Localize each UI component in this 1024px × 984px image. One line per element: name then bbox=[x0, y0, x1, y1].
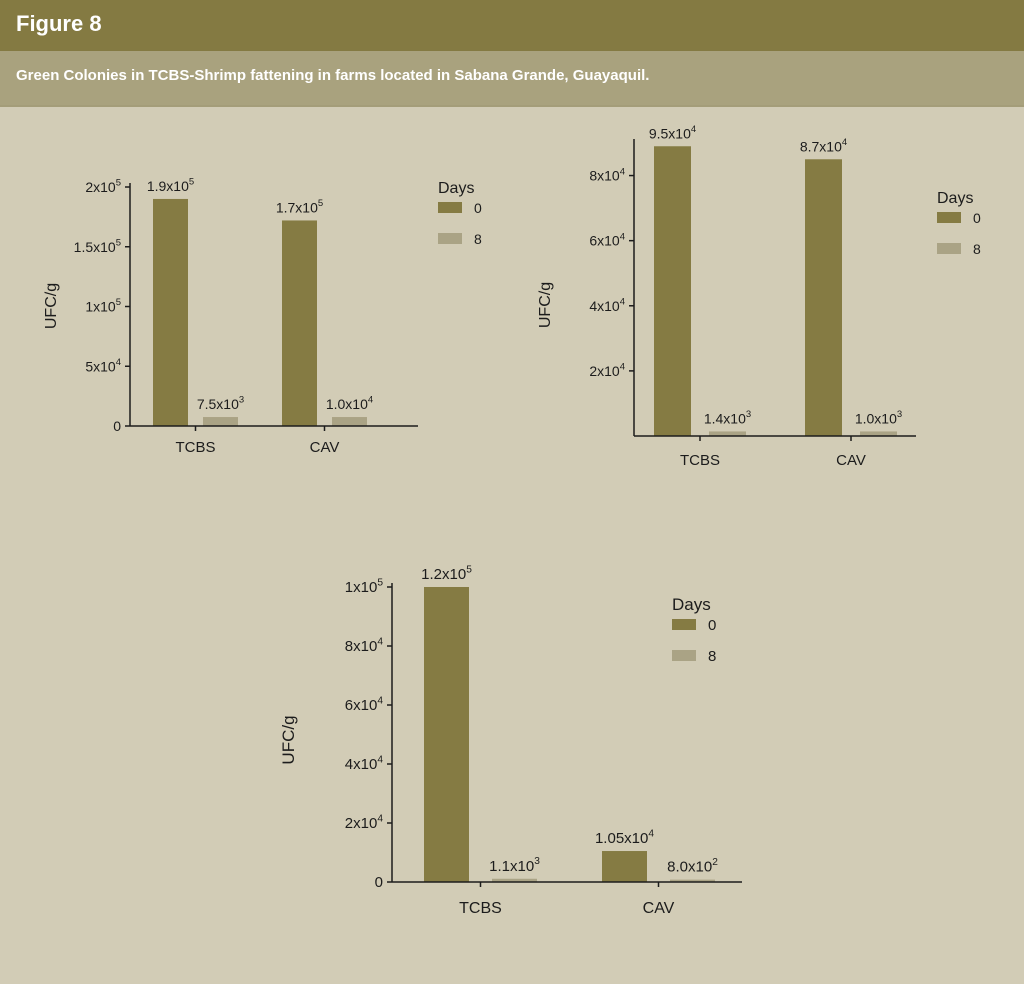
y-tick-label: 8x104 bbox=[589, 166, 625, 183]
x-tick-label-tcbs: TCBS bbox=[175, 439, 215, 456]
legend-label-day8: 8 bbox=[708, 648, 716, 665]
bar-cav-day8 bbox=[332, 417, 367, 426]
header-divider bbox=[0, 105, 1024, 107]
y-tick-label: 8x104 bbox=[345, 636, 384, 655]
bar-cav-day0 bbox=[282, 220, 317, 426]
y-tick-label: 5x104 bbox=[85, 357, 121, 374]
y-tick-label: 2x105 bbox=[85, 178, 121, 195]
legend-swatch-day0 bbox=[672, 619, 696, 630]
data-label-cav-day8: 1.0x103 bbox=[855, 409, 902, 426]
x-tick-label-cav: CAV bbox=[643, 900, 675, 917]
x-tick-label-tcbs: TCBS bbox=[680, 452, 720, 469]
legend-swatch-day8 bbox=[937, 243, 961, 254]
data-label-cav-day8: 8.0x102 bbox=[667, 857, 718, 876]
legend-label-day8: 8 bbox=[973, 241, 981, 257]
data-label-tcbs-day0: 1.2x105 bbox=[421, 564, 472, 583]
x-tick-label-tcbs: TCBS bbox=[459, 900, 502, 917]
bar-tcbs-day0 bbox=[424, 587, 469, 882]
bar-cav-day8 bbox=[670, 879, 715, 882]
bar-cav-day8 bbox=[860, 431, 897, 436]
bar-tcbs-day8 bbox=[203, 417, 238, 426]
legend-label-day8: 8 bbox=[474, 231, 482, 247]
y-tick-label: 0 bbox=[113, 418, 121, 434]
legend-title: Days bbox=[672, 595, 711, 614]
data-label-tcbs-day0: 1.9x105 bbox=[147, 177, 194, 194]
y-tick-label: 0 bbox=[375, 874, 383, 891]
x-tick-label-cav: CAV bbox=[310, 439, 340, 456]
y-tick-label: 1x105 bbox=[85, 297, 121, 314]
legend-label-day0: 0 bbox=[708, 617, 716, 634]
legend-label-day0: 0 bbox=[474, 200, 482, 216]
figure-subtitle-bar: Green Colonies in TCBS-Shrimp fattening … bbox=[0, 51, 1024, 105]
bar-tcbs-day8 bbox=[492, 878, 537, 882]
y-axis-label: UFC/g bbox=[43, 283, 60, 329]
data-label-cav-day0: 1.7x105 bbox=[276, 198, 323, 215]
bar-tcbs-day0 bbox=[153, 198, 188, 426]
y-tick-label: 4x104 bbox=[345, 754, 384, 773]
figure-header-bar: Figure 8 bbox=[0, 0, 1024, 51]
bar-cav-day0 bbox=[805, 159, 842, 436]
y-tick-label: 1x105 bbox=[345, 577, 384, 596]
figure-subtitle: Green Colonies in TCBS-Shrimp fattening … bbox=[16, 67, 650, 84]
data-label-cav-day8: 1.0x104 bbox=[326, 395, 374, 412]
legend-swatch-day8 bbox=[672, 650, 696, 661]
y-tick-label: 6x104 bbox=[589, 231, 625, 248]
bar-tcbs-day8 bbox=[709, 431, 746, 436]
data-label-tcbs-day8: 1.4x103 bbox=[704, 409, 751, 426]
data-label-tcbs-day8: 7.5x103 bbox=[197, 395, 244, 412]
legend-swatch-day0 bbox=[937, 212, 961, 223]
legend-swatch-day0 bbox=[438, 202, 462, 213]
bar-tcbs-day0 bbox=[654, 146, 691, 436]
y-tick-label: 6x104 bbox=[345, 695, 384, 714]
data-label-cav-day0: 8.7x104 bbox=[800, 137, 848, 154]
legend-label-day0: 0 bbox=[973, 210, 981, 226]
x-tick-label-cav: CAV bbox=[836, 452, 866, 469]
legend-title: Days bbox=[438, 180, 474, 197]
y-tick-label: 2x104 bbox=[345, 813, 384, 832]
data-label-cav-day0: 1.05x104 bbox=[595, 828, 654, 847]
y-tick-label: 2x104 bbox=[589, 362, 625, 379]
legend-title: Days bbox=[937, 190, 973, 207]
y-tick-label: 1.5x105 bbox=[74, 237, 121, 254]
data-label-tcbs-day8: 1.1x103 bbox=[489, 856, 540, 875]
data-label-tcbs-day0: 9.5x104 bbox=[649, 124, 697, 141]
y-axis-label: UFC/g bbox=[537, 282, 554, 328]
y-tick-label: 4x104 bbox=[589, 296, 625, 313]
bar-cav-day0 bbox=[602, 851, 647, 882]
y-axis-label: UFC/g bbox=[279, 715, 298, 764]
legend-swatch-day8 bbox=[438, 233, 462, 244]
figure-label: Figure 8 bbox=[16, 11, 102, 36]
